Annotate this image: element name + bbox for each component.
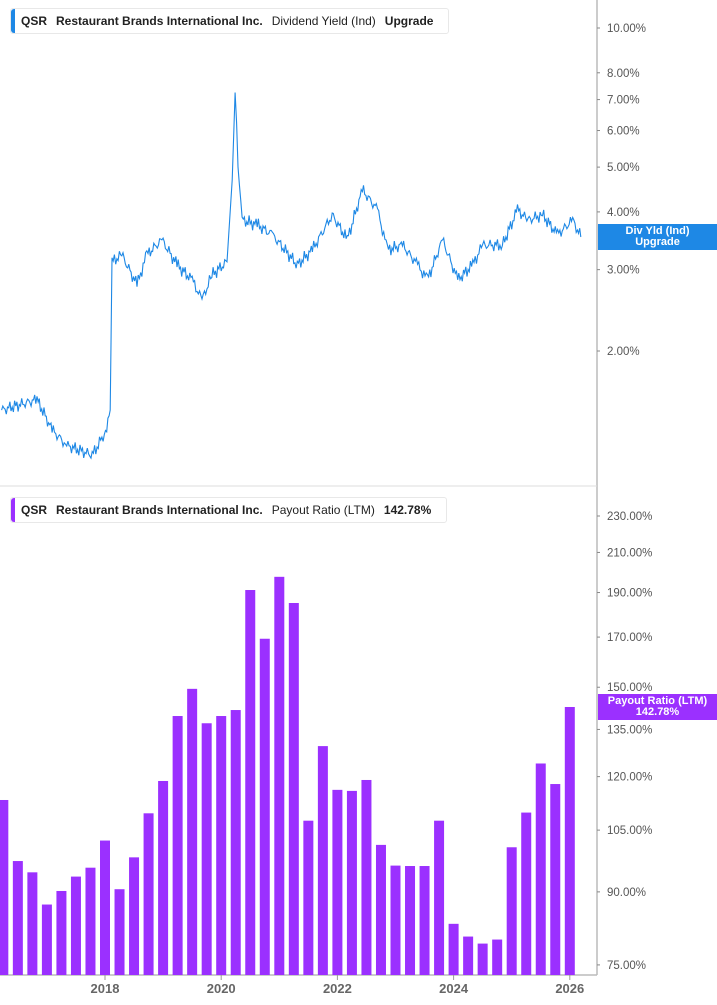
y-tick-label: 90.00% (607, 887, 646, 899)
x-tick-label: 2026 (555, 981, 584, 996)
y-tick-label: 8.00% (607, 68, 640, 80)
series-color-marker (11, 9, 15, 33)
series-color-marker (11, 498, 15, 522)
bar (245, 590, 256, 975)
x-tick-label: 2020 (207, 981, 236, 996)
bar (187, 688, 198, 975)
y-tick-label: 150.00% (607, 682, 652, 694)
y-tick-label: 210.00% (607, 547, 652, 559)
bar (492, 939, 503, 975)
y-tick-label: 170.00% (607, 632, 652, 644)
div-yield-end-label: Div Yld (Ind) Upgrade (598, 223, 717, 250)
bar (535, 763, 546, 975)
dividend-yield-line (1, 92, 582, 460)
y-tick-label: 190.00% (607, 588, 652, 600)
y-tick-label: 10.00% (607, 23, 646, 35)
y-tick-label: 4.00% (607, 207, 640, 219)
legend-company: Restaurant Brands International Inc. (56, 503, 263, 517)
legend-upgrade-link[interactable]: Upgrade (384, 14, 434, 28)
legend-value: 142.78% (383, 503, 432, 517)
legend-company: Restaurant Brands International Inc. (56, 14, 263, 28)
payout-ratio-legend[interactable]: QSR Restaurant Brands International Inc.… (10, 497, 448, 523)
bar (12, 861, 23, 975)
bar (419, 866, 430, 975)
y-tick-label: 5.00% (607, 162, 640, 174)
bar (100, 840, 110, 975)
bar (230, 710, 241, 975)
bar (448, 923, 459, 975)
bar (0, 799, 9, 975)
bar (259, 638, 270, 975)
bar (521, 812, 532, 975)
bar (346, 790, 357, 975)
bar (390, 865, 401, 975)
legend-ticker: QSR (21, 503, 48, 517)
x-tick-label: 2024 (439, 981, 469, 996)
end-label-line1: Div Yld (Ind) (625, 224, 690, 237)
bar (172, 716, 183, 975)
y-tick-label: 7.00% (607, 95, 640, 107)
bar (288, 603, 299, 975)
bar (216, 716, 227, 975)
bar (41, 904, 52, 975)
legend-metric: Payout Ratio (LTM) (271, 503, 375, 517)
y-tick-label: 75.00% (607, 960, 646, 972)
bar (550, 784, 561, 975)
payout-end-label: Payout Ratio (LTM) 142.78% (598, 693, 717, 720)
y-tick-label: 120.00% (607, 772, 652, 784)
y-tick-label: 2.00% (607, 346, 640, 358)
bar (506, 847, 517, 975)
y-tick-label: 105.00% (607, 825, 652, 837)
y-tick-label: 6.00% (607, 126, 640, 138)
bar (361, 779, 372, 975)
y-tick-label: 135.00% (607, 724, 652, 736)
bar (564, 706, 575, 975)
end-label-line2: 142.78% (635, 705, 680, 718)
bar (375, 844, 386, 975)
bar (477, 943, 488, 975)
bar (274, 576, 285, 975)
legend-metric: Dividend Yield (Ind) (271, 14, 376, 28)
x-tick-label: 2018 (91, 981, 120, 996)
bar (317, 746, 328, 975)
bar (303, 820, 314, 975)
bar (56, 890, 67, 975)
x-tick-label: 2022 (323, 981, 352, 996)
bar (434, 820, 445, 975)
legend-ticker: QSR (21, 14, 48, 28)
y-tick-label: 3.00% (607, 265, 640, 277)
bar (463, 936, 474, 975)
end-label-line1: Payout Ratio (LTM) (607, 694, 708, 707)
bar (405, 866, 416, 975)
bar (201, 723, 212, 975)
bar (332, 789, 343, 975)
bar (70, 876, 81, 975)
y-tick-label: 230.00% (607, 511, 652, 523)
dividend-yield-legend[interactable]: QSR Restaurant Brands International Inc.… (10, 8, 450, 34)
bar (129, 857, 140, 975)
bar (143, 813, 154, 975)
bar (27, 872, 38, 975)
bar (85, 867, 96, 975)
bar (158, 780, 169, 975)
bar (114, 889, 125, 975)
end-label-line2: Upgrade (635, 235, 680, 248)
